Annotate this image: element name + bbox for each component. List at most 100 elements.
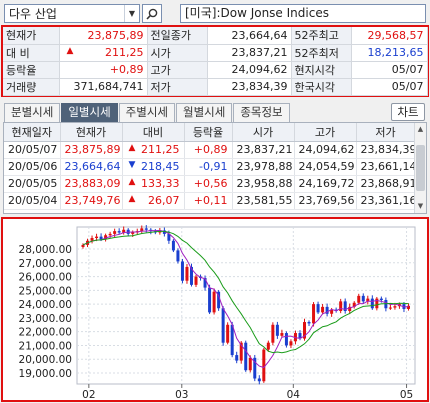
cell-change-text: 26,07 (148, 194, 180, 207)
candle-down (217, 291, 221, 309)
up-arrow-icon: ▲ (128, 194, 136, 204)
y-tick-label: 22,000.00 (19, 327, 72, 339)
up-arrow-icon: ▲ (66, 46, 74, 56)
quote-row: 거래량 371,684,741 저가 23,834,39 한국시각 05/07 (3, 78, 428, 96)
chart-button[interactable]: 차트 (391, 103, 425, 121)
candle-up (339, 301, 343, 312)
candle-down (298, 333, 302, 339)
quote-label: 현지시각 (291, 61, 352, 79)
candle-up (90, 238, 94, 241)
column-header[interactable]: 저가 (356, 123, 416, 142)
column-header[interactable]: 등락율 (184, 123, 233, 142)
symbol-search-value[interactable]: 다우 산업 (9, 7, 57, 21)
candle-up (95, 236, 99, 239)
cell-high: 24,169,72 (294, 175, 357, 193)
candle-down (379, 298, 383, 300)
cell-rate: +0,56 (184, 175, 233, 193)
scroll-down-icon[interactable]: ▼ (417, 202, 424, 210)
cell-open: 23,581,55 (232, 192, 295, 210)
quote-value: ▲ 211,25 (59, 44, 148, 62)
column-header[interactable]: 시가 (232, 123, 295, 142)
candle-up (388, 307, 392, 309)
candle-down (117, 231, 121, 233)
tab-1[interactable]: 일별시세 (61, 103, 118, 122)
column-header[interactable]: 대비 (122, 123, 185, 142)
candle-down (180, 261, 184, 281)
candle-up (393, 306, 397, 308)
tab-bar: 분별시세 일별시세 주별시세 월별시세 종목정보 (4, 103, 291, 122)
cell-change-text: 133,33 (141, 177, 180, 190)
quote-value: 23,834,39 (207, 78, 292, 96)
candle-up (352, 302, 356, 307)
candle-down (171, 240, 175, 251)
tab-0[interactable]: 분별시세 (4, 103, 61, 122)
quote-value-text: 23,834,39 (231, 80, 288, 93)
cell-change-text: 218,45 (141, 160, 180, 173)
quote-value-text: 371,684,741 (73, 80, 144, 93)
quote-label: 한국시각 (291, 78, 352, 96)
candle-up (303, 322, 307, 339)
candle-down (307, 322, 311, 324)
tab-2[interactable]: 주별시세 (118, 103, 175, 122)
candle-down (167, 233, 171, 241)
y-tick-label: 20,000.00 (19, 354, 72, 366)
price-chart[interactable]: 28,000.00 27,000.00 26,000.00 25,000.00 24,0… (1, 217, 429, 402)
column-header[interactable]: 현재일자 (4, 123, 61, 142)
scroll-up-icon[interactable]: ▲ (417, 125, 424, 133)
search-icon (146, 8, 158, 20)
candle-down (275, 324, 279, 336)
candle-up (280, 333, 284, 336)
search-button[interactable] (142, 4, 162, 23)
top-bar: 다우 산업 ▼ [미국]:Dow Jonse Indices (2, 2, 428, 24)
tab-4[interactable]: 종목정보 (233, 103, 290, 122)
vertical-scrollbar[interactable]: ▲ ▼ (414, 123, 426, 213)
scroll-thumb[interactable] (416, 145, 425, 191)
cell-price: 23,749,76 (60, 192, 123, 210)
table-row[interactable]: 20/05/06 23,664,64 ▼ 218,45 -0,91 23,978,88 24… (4, 158, 416, 176)
quote-label: 대 비 (3, 44, 60, 62)
cell-high: 24,094,62 (294, 141, 357, 159)
quote-label: 52주최저 (291, 44, 352, 62)
chevron-down-icon[interactable]: ▼ (124, 5, 139, 22)
quote-value: 05/07 (351, 78, 428, 96)
y-tick-label: 23,000.00 (19, 313, 72, 325)
y-tick-label: 19,000.00 (19, 368, 72, 380)
quote-label: 52주최고 (291, 27, 352, 45)
cell-change: ▲ 133,33 (122, 175, 185, 193)
table-row[interactable]: 20/05/05 23,883,09 ▲ 133,33 +0,56 23,958,88 24… (4, 175, 416, 193)
candle-down (208, 287, 212, 313)
quote-value: 29,568,57 (351, 27, 428, 45)
candle-up (312, 304, 316, 324)
cell-price: 23,883,09 (60, 175, 123, 193)
quote-value-text: 23,664,64 (231, 28, 288, 42)
column-header[interactable]: 고가 (294, 123, 357, 142)
cell-change: ▲ 211,25 (122, 141, 185, 159)
cell-change: ▲ 26,07 (122, 192, 185, 210)
candle-down (284, 333, 288, 346)
cell-open: 23,958,88 (232, 175, 295, 193)
candle-down (221, 308, 225, 343)
candle-up (108, 233, 112, 236)
down-arrow-icon: ▼ (128, 160, 136, 170)
quote-label: 시가 (147, 44, 208, 62)
tab-3[interactable]: 월별시세 (175, 103, 233, 122)
candle-down (244, 342, 248, 371)
quote-value-text: 211,25 (105, 46, 144, 59)
symbol-search-input[interactable]: 다우 산업 ▼ (4, 4, 140, 23)
candle-down (253, 357, 257, 379)
quote-value: 05/07 (351, 61, 428, 79)
quote-value-text: 29,568,57 (367, 28, 424, 42)
table-row[interactable]: 20/05/07 23,875,89 ▲ 211,25 +0,89 23,837,21 24… (4, 141, 416, 159)
column-header[interactable]: 현재가 (60, 123, 123, 142)
cell-low: 23,361,16 (356, 192, 416, 210)
table-row[interactable]: 20/05/04 23,749,76 ▲ 26,07 +0,11 23,581,55 23,… (4, 192, 416, 210)
up-arrow-icon: ▲ (128, 177, 136, 187)
quote-label: 현재가 (3, 27, 60, 45)
daily-price-table: 현재일자 현재가 대비 등락율 시가 고가 저가 20/05/07 23,875,89 ▲ 211… (3, 122, 427, 214)
cell-low: 23,661,14 (356, 158, 416, 176)
symbol-title: [미국]:Dow Jonse Indices (180, 4, 426, 23)
candle-down (230, 324, 234, 356)
y-tick-label: 25,000.00 (19, 285, 72, 297)
candle-down (235, 355, 239, 361)
